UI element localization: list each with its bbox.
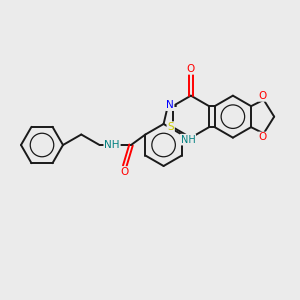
Text: O: O: [259, 91, 267, 101]
Text: NH: NH: [104, 140, 120, 150]
Text: N: N: [166, 100, 174, 110]
Text: O: O: [259, 133, 267, 142]
Text: NH: NH: [181, 135, 195, 145]
Text: O: O: [187, 64, 195, 74]
Text: O: O: [121, 167, 129, 177]
Text: S: S: [167, 122, 174, 132]
